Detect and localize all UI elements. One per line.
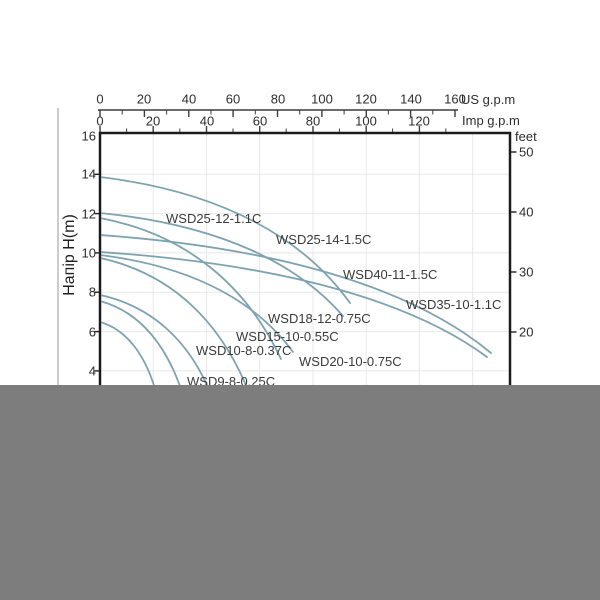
head-axis-title: Напір H(m) [61, 214, 78, 296]
us-tick-140: 140 [400, 91, 422, 107]
feet-tick-30: 30 [519, 264, 534, 280]
label-WSD40-11-1.5C: WSD40-11-1.5C [343, 267, 438, 282]
curve-WSD18-12-0.75C [101, 217, 282, 360]
feet-tick-20: 20 [519, 324, 534, 340]
imp-tick-40: 40 [199, 113, 215, 129]
imp-tick-100: 100 [355, 113, 377, 129]
imp-tick-0: 0 [96, 113, 104, 129]
plot-frame [98, 131, 512, 392]
head-tick-12: 12 [81, 206, 96, 222]
us-tick-20: 20 [136, 91, 152, 107]
label-WSD25-14-1.5C: WSD25-14-1.5C [276, 232, 372, 247]
label-WSD25-12-1.1C: WSD25-12-1.1C [166, 211, 262, 226]
head-tick-6: 6 [88, 324, 96, 340]
curve-WSD25-12-1.1C [101, 212, 344, 317]
us-gpm-axis-title: US g.p.m [461, 92, 516, 107]
head-tick-16: 16 [81, 128, 96, 144]
head-tick-8: 8 [88, 284, 96, 300]
label-WSD15-10-0.55C: WSD15-10-0.55C [236, 329, 339, 344]
us-tick-160: 160 [444, 91, 466, 107]
us-tick-40: 40 [181, 91, 197, 107]
curve-WSD25-14-1.5C [101, 176, 351, 304]
curve-unlabeled [101, 321, 157, 393]
imp-tick-120: 120 [408, 113, 430, 129]
curve-WSD15-10-0.55C [101, 257, 249, 391]
us-tick-60: 60 [225, 91, 241, 107]
head-tick-14: 14 [81, 166, 96, 182]
imp-tick-20: 20 [145, 113, 161, 129]
curve-WSD35-10-1.1C [101, 251, 488, 358]
gray-masked-region [0, 385, 600, 600]
label-WSD20-10-0.75C: WSD20-10-0.75C [299, 354, 402, 369]
pump-curves [101, 176, 492, 393]
us-tick-0: 0 [96, 91, 104, 107]
imp-tick-80: 80 [305, 113, 321, 129]
us-tick-100: 100 [311, 91, 333, 107]
curve-WSD40-11-1.5C [101, 234, 492, 354]
label-WSD18-12-0.75C: WSD18-12-0.75C [268, 311, 371, 326]
curve-WSD20-10-0.75C [101, 254, 294, 353]
feet-axis-title: feet [515, 129, 537, 144]
grid-lines [100, 133, 510, 385]
feet-tick-50: 50 [519, 144, 534, 160]
us-gpm-axis [98, 109, 458, 117]
us-tick-120: 120 [355, 91, 377, 107]
head-tick-4: 4 [88, 363, 96, 379]
imp-tick-60: 60 [252, 113, 268, 129]
curve-WSD10-8-0.37C [101, 294, 211, 393]
label-WSD10-8-0.37C: WSD10-8-0.37C [196, 343, 292, 358]
curve-WSD9-8-0.25C [101, 300, 183, 393]
head-tick-10: 10 [81, 245, 96, 261]
imp-gpm-axis-title: Imp g.p.m [462, 113, 520, 128]
us-tick-80: 80 [270, 91, 286, 107]
label-WSD35-10-1.1C: WSD35-10-1.1C [406, 297, 502, 312]
feet-tick-40: 40 [519, 204, 534, 220]
